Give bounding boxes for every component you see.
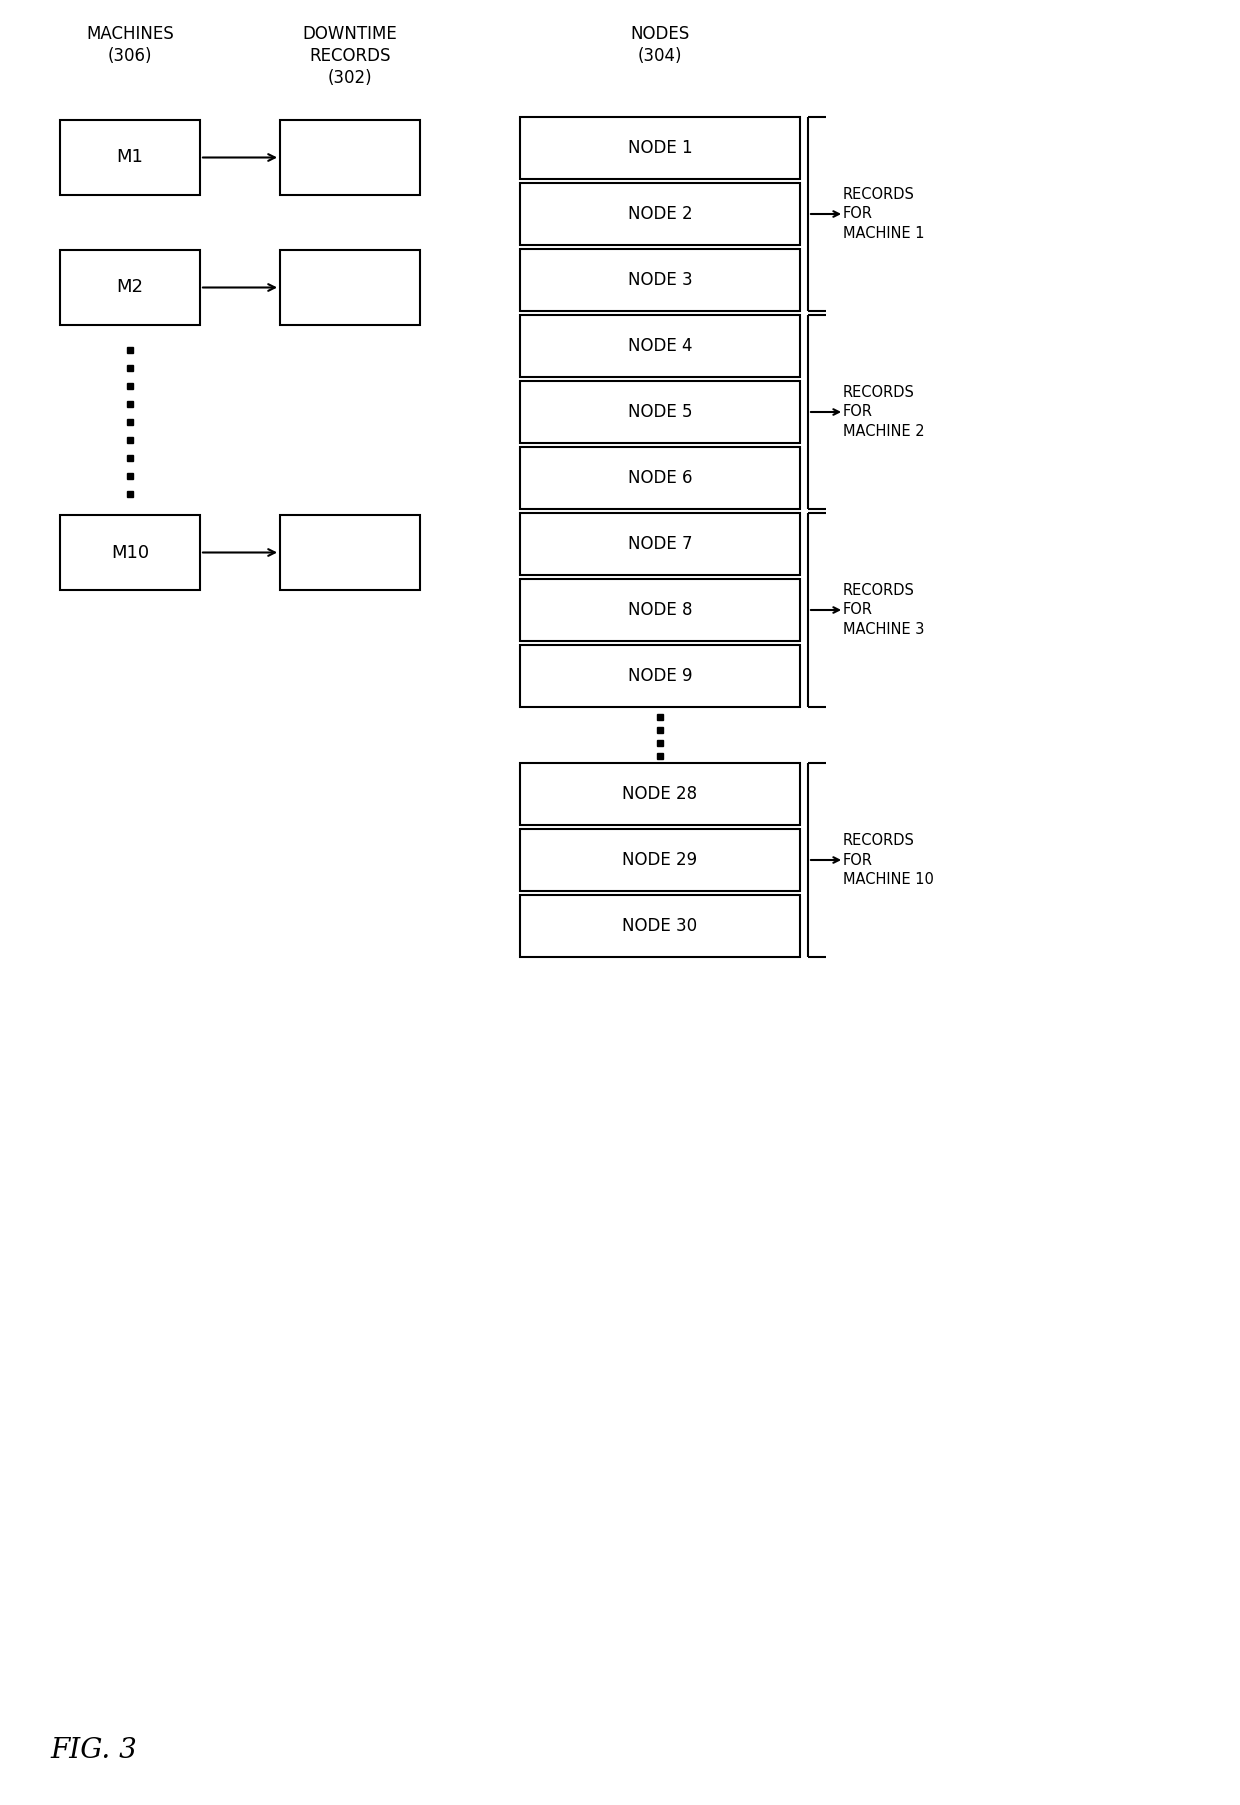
Text: NODE 28: NODE 28 bbox=[622, 785, 698, 803]
Text: NODE 1: NODE 1 bbox=[627, 139, 692, 157]
Bar bbox=[60, 119, 200, 195]
Text: M1: M1 bbox=[117, 148, 144, 166]
Text: DOWNTIME
RECORDS
(302): DOWNTIME RECORDS (302) bbox=[303, 25, 397, 87]
Text: FIG. 3: FIG. 3 bbox=[50, 1736, 136, 1763]
Text: NODE 3: NODE 3 bbox=[627, 271, 692, 289]
Bar bbox=[520, 448, 800, 509]
Text: NODE 29: NODE 29 bbox=[622, 850, 698, 868]
Bar bbox=[520, 579, 800, 641]
Text: M10: M10 bbox=[110, 543, 149, 561]
Bar bbox=[520, 182, 800, 245]
Text: NODE 2: NODE 2 bbox=[627, 206, 692, 224]
Text: NODE 7: NODE 7 bbox=[627, 534, 692, 552]
Bar bbox=[60, 251, 200, 325]
Bar bbox=[520, 249, 800, 310]
Bar bbox=[60, 514, 200, 590]
Text: NODE 6: NODE 6 bbox=[627, 469, 692, 487]
Bar bbox=[520, 828, 800, 892]
Text: NODE 8: NODE 8 bbox=[627, 601, 692, 619]
Bar bbox=[520, 513, 800, 576]
Bar bbox=[520, 895, 800, 957]
Text: RECORDS
FOR
MACHINE 2: RECORDS FOR MACHINE 2 bbox=[843, 384, 925, 439]
Bar bbox=[520, 381, 800, 442]
Bar bbox=[520, 316, 800, 377]
Text: NODE 5: NODE 5 bbox=[627, 403, 692, 421]
Text: NODE 30: NODE 30 bbox=[622, 917, 698, 935]
Text: NODE 9: NODE 9 bbox=[627, 668, 692, 686]
Text: RECORDS
FOR
MACHINE 10: RECORDS FOR MACHINE 10 bbox=[843, 832, 934, 888]
Text: NODE 4: NODE 4 bbox=[627, 338, 692, 356]
Bar bbox=[520, 764, 800, 825]
Bar bbox=[520, 117, 800, 179]
Text: MACHINES
(306): MACHINES (306) bbox=[86, 25, 174, 65]
Text: RECORDS
FOR
MACHINE 3: RECORDS FOR MACHINE 3 bbox=[843, 583, 924, 637]
Bar bbox=[280, 251, 420, 325]
Bar bbox=[280, 514, 420, 590]
Text: NODES
(304): NODES (304) bbox=[630, 25, 689, 65]
Text: M2: M2 bbox=[117, 278, 144, 296]
Bar bbox=[280, 119, 420, 195]
Text: RECORDS
FOR
MACHINE 1: RECORDS FOR MACHINE 1 bbox=[843, 186, 925, 242]
Bar bbox=[520, 644, 800, 708]
